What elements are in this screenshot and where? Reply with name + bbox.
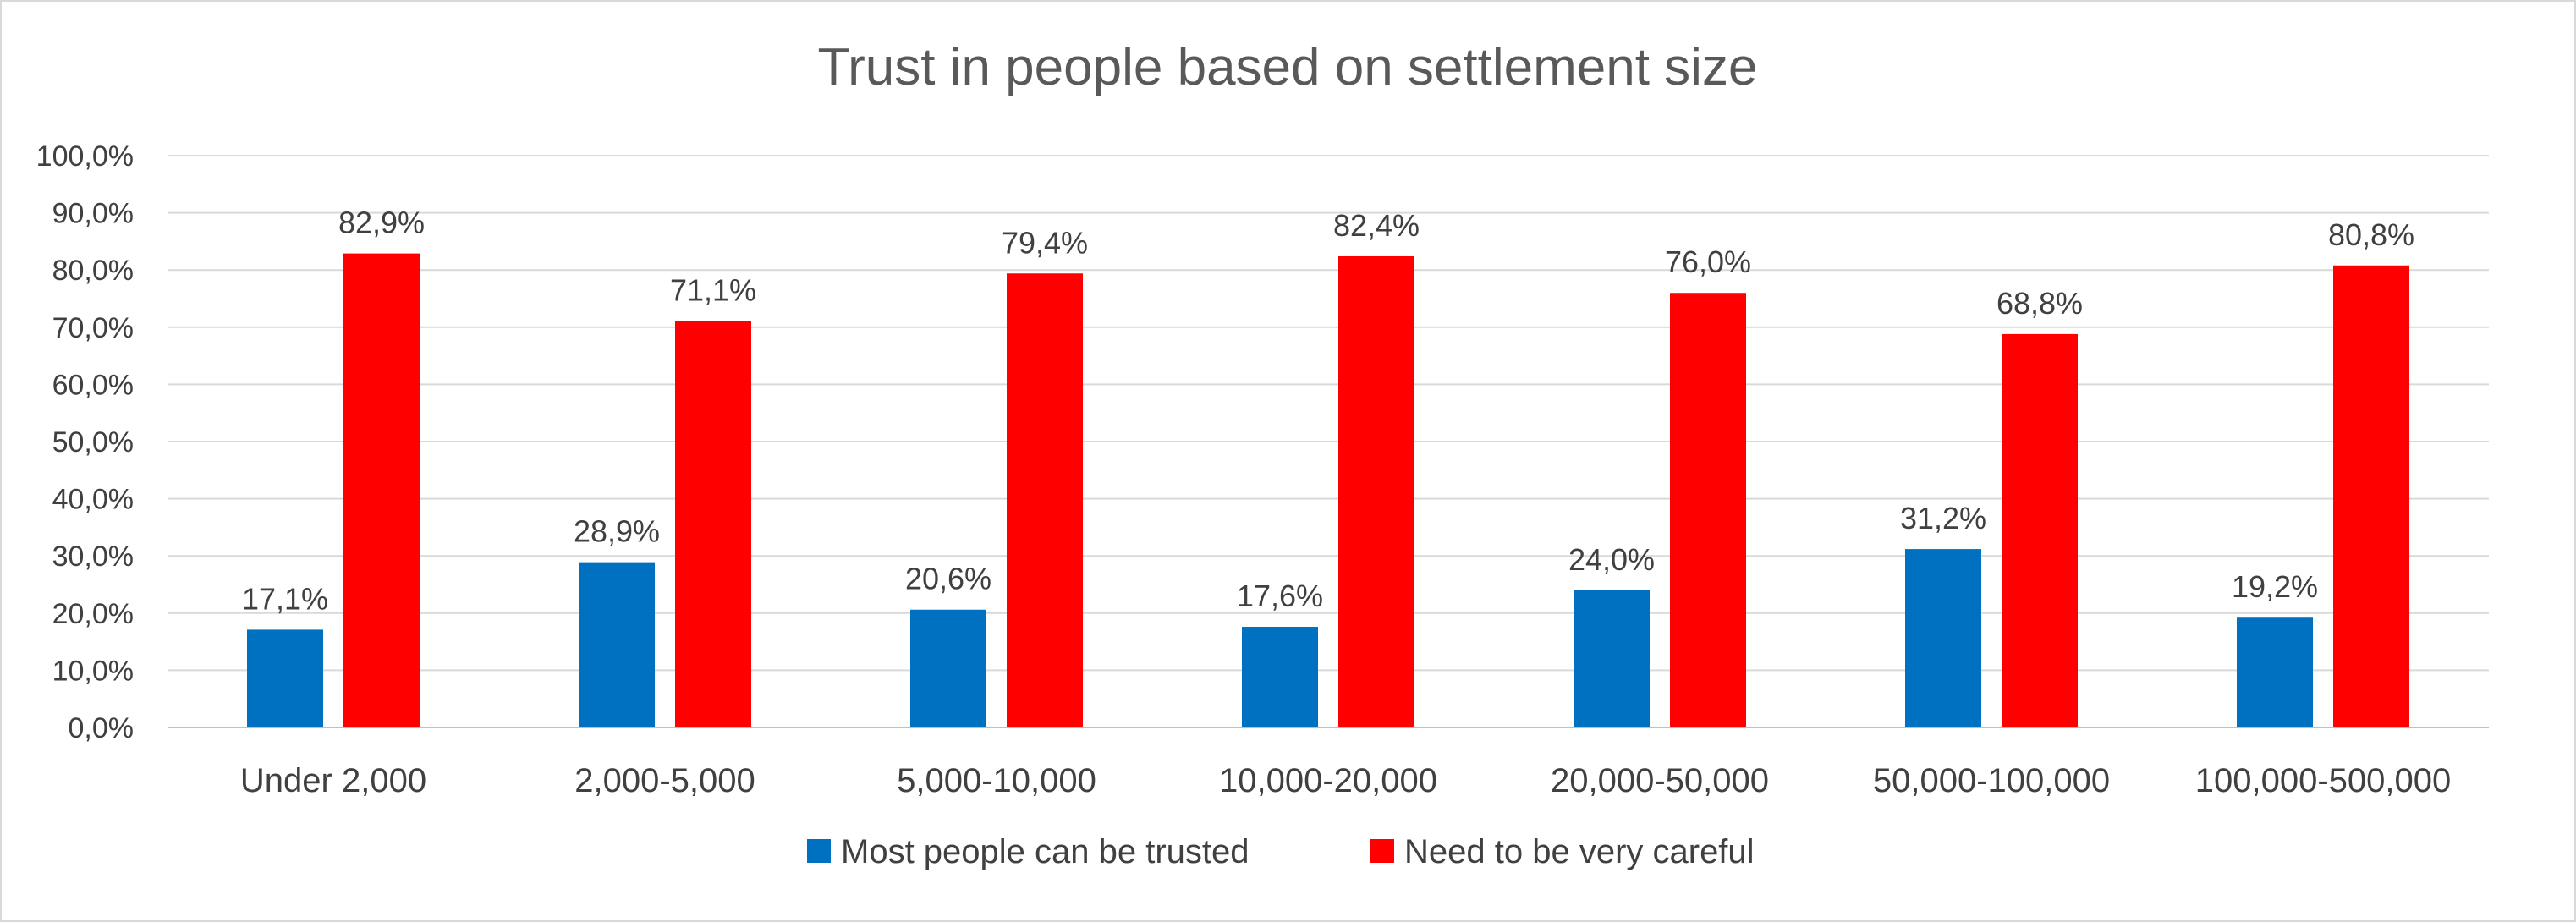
bar — [579, 562, 655, 727]
bar — [1574, 590, 1650, 727]
y-tick-label: 40,0% — [52, 484, 134, 516]
data-label: 76,0% — [1665, 244, 1751, 279]
y-tick-label: 70,0% — [52, 312, 134, 344]
bar — [247, 629, 323, 727]
data-label: 20,6% — [905, 562, 991, 596]
bar — [675, 321, 751, 727]
data-labels: 17,1% 82,9% 28,9% 71,1% 20,6% 79,4% 17,6% 82,4%… — [242, 206, 2414, 617]
data-label: 71,1% — [670, 272, 756, 307]
legend-swatch — [1370, 839, 1394, 863]
data-label: 19,2% — [2232, 569, 2318, 604]
data-label: 82,9% — [338, 206, 425, 240]
legend-swatch — [807, 839, 831, 863]
y-tick-label: 20,0% — [52, 598, 134, 630]
x-category-label: 10,000-20,000 — [1219, 762, 1437, 799]
x-category-label: 5,000-10,000 — [897, 762, 1096, 799]
gridlines — [168, 155, 2489, 728]
bar — [910, 609, 986, 727]
legend: Most people can be trusted Need to be ver… — [807, 833, 1755, 870]
y-tick-label: 50,0% — [52, 426, 134, 458]
x-category-label: 2,000-5,000 — [574, 762, 755, 799]
bar — [1242, 627, 1318, 727]
y-tick-label: 0,0% — [69, 712, 135, 744]
data-label: 31,2% — [1900, 501, 1986, 535]
bars — [247, 253, 2409, 728]
y-tick-label: 10,0% — [52, 655, 134, 687]
data-label: 17,1% — [242, 581, 328, 616]
legend-label: Most people can be trusted — [841, 833, 1250, 870]
x-category-label: 20,000-50,000 — [1551, 762, 1769, 799]
data-label: 68,8% — [1997, 286, 2083, 321]
bar — [1905, 549, 1981, 727]
x-axis-categories: Under 2,000 2,000-5,000 5,000-10,000 10,000… — [240, 762, 2451, 799]
bar — [1670, 293, 1746, 727]
y-tick-label: 80,0% — [52, 255, 134, 287]
x-category-label: Under 2,000 — [240, 762, 426, 799]
y-tick-label: 90,0% — [52, 198, 134, 230]
y-tick-label: 100,0% — [36, 140, 134, 173]
data-label: 80,8% — [2328, 217, 2414, 252]
x-category-label: 100,000-500,000 — [2195, 762, 2452, 799]
bar — [1338, 255, 1414, 727]
bar — [1007, 273, 1083, 728]
bar — [2237, 617, 2313, 727]
bar — [2002, 333, 2078, 727]
data-label: 17,6% — [1237, 579, 1323, 613]
data-label: 79,4% — [1002, 225, 1088, 260]
y-tick-label: 30,0% — [52, 541, 134, 573]
legend-label: Need to be very careful — [1404, 833, 1755, 870]
data-label: 82,4% — [1333, 208, 1420, 243]
y-axis-ticks: 0,0% 10,0% 20,0% 30,0% 40,0% 50,0% 60,0% 70,0% 8… — [36, 140, 134, 744]
bar — [2333, 265, 2409, 727]
chart-title: Trust in people based on settlement size — [818, 38, 1758, 96]
y-tick-label: 60,0% — [52, 369, 134, 401]
data-label: 28,9% — [574, 514, 660, 549]
x-category-label: 50,000-100,000 — [1873, 762, 2110, 799]
data-label: 24,0% — [1568, 542, 1655, 577]
bar — [343, 253, 420, 727]
